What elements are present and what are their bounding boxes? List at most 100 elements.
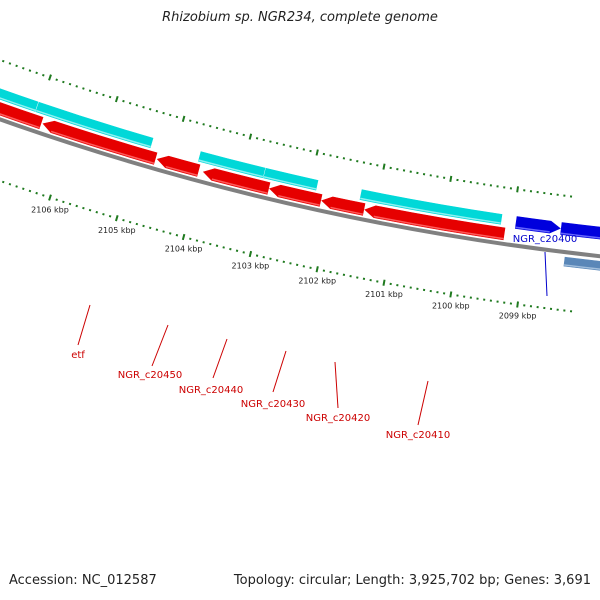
minor-tick (162, 111, 165, 115)
minor-tick (102, 93, 105, 97)
major-tick (449, 175, 453, 182)
accession-text: Accession: NC_012587 (9, 573, 157, 588)
callout-line (272, 350, 287, 393)
major-tick (315, 266, 319, 273)
minor-tick (175, 233, 179, 237)
minor-tick (142, 105, 145, 109)
gene-box-blue-2[interactable] (560, 222, 600, 241)
gene-arrow-blue-1[interactable] (514, 216, 561, 234)
gene-label-ngr_c20400[interactable]: NGR_c20400 (513, 234, 578, 245)
gene-callouts: etfNGR_c20450NGR_c20440NGR_c20430NGR_c20… (71, 234, 577, 441)
gene-label-ngr_c20420[interactable]: NGR_c20420 (306, 413, 371, 424)
gene-box-rev-5[interactable] (359, 189, 503, 225)
callout-line (544, 251, 548, 297)
minor-tick (75, 85, 78, 88)
minor-tick (68, 202, 72, 206)
ruler-label: 2105 kbp (98, 226, 136, 235)
ruler-label: 2101 kbp (365, 290, 403, 299)
minor-tick (22, 66, 25, 70)
ruler-label: 2102 kbp (298, 277, 336, 286)
backbone-arc (0, 117, 600, 259)
gene-label-ngr_c20410[interactable]: NGR_c20410 (386, 430, 451, 441)
minor-tick (209, 124, 212, 128)
minor-tick (155, 109, 159, 113)
gene-box-rev-3[interactable] (198, 151, 266, 179)
gene-arrow-fwd-1[interactable] (0, 102, 44, 130)
major-tick (382, 279, 386, 286)
major-tick (48, 74, 52, 81)
major-tick (382, 163, 386, 170)
gene-arrow-fwd-6[interactable] (321, 196, 366, 216)
minor-tick (1, 180, 5, 184)
gene-arrow-fwd-3[interactable] (156, 155, 201, 177)
ruler-outer-ticks (1, 180, 573, 313)
minor-tick (42, 73, 45, 77)
gene-arrow-fwd-4[interactable] (202, 168, 271, 195)
gene-arrow-fwd-7[interactable] (364, 205, 506, 241)
minor-tick (108, 95, 112, 99)
minor-tick (135, 222, 139, 226)
ruler-label: 2104 kbp (165, 245, 203, 254)
minor-tick (62, 80, 65, 84)
map-title: Rhizobium sp. NGR234, complete genome (162, 10, 438, 25)
gene-label-ngr_c20440[interactable]: NGR_c20440 (179, 385, 244, 396)
minor-tick (8, 182, 12, 186)
gene-box-rev-4[interactable] (263, 167, 319, 191)
gene-label-ngr_c20430[interactable]: NGR_c20430 (241, 399, 306, 410)
minor-tick (189, 119, 192, 122)
minor-tick (122, 218, 125, 222)
major-tick (315, 149, 319, 156)
minor-tick (15, 185, 18, 188)
minor-tick (155, 228, 159, 231)
gene-features (0, 84, 600, 271)
ruler-label: 2099 kbp (499, 312, 537, 321)
minor-tick (148, 226, 152, 230)
minor-tick (22, 187, 25, 191)
minor-tick (128, 101, 132, 105)
major-tick (516, 186, 520, 193)
minor-tick (102, 212, 105, 216)
gene-box-rev-2[interactable] (35, 101, 154, 149)
major-tick (248, 133, 253, 140)
major-tick (114, 95, 119, 103)
minor-tick (128, 220, 132, 224)
minor-tick (215, 126, 219, 130)
major-tick (181, 115, 186, 122)
minor-tick (88, 208, 92, 212)
minor-tick (135, 103, 139, 107)
gene-label-etf[interactable]: etf (71, 350, 85, 361)
minor-tick (55, 198, 58, 201)
gene-label-ngr_c20450[interactable]: NGR_c20450 (118, 370, 183, 381)
gene-arrow-fwd-2[interactable] (42, 120, 158, 165)
major-tick (114, 215, 119, 222)
gene-box-steel[interactable] (563, 256, 600, 271)
minor-tick (175, 115, 179, 119)
callout-line (417, 380, 429, 426)
callout-line (151, 324, 169, 367)
minor-tick (122, 99, 125, 103)
minor-tick (169, 113, 172, 117)
minor-tick (169, 232, 172, 235)
minor-tick (1, 59, 5, 63)
minor-tick (28, 189, 32, 193)
gene-arrow-fwd-5[interactable] (269, 184, 323, 207)
minor-tick (82, 206, 85, 210)
ruler-tick-labels: 2106 kbp 2105 kbp 2104 kbp 2103 kbp 2102 kbp… (31, 205, 536, 320)
callout-line (212, 338, 228, 379)
ruler-label: 2106 kbp (31, 205, 69, 214)
major-tick (449, 291, 453, 298)
minor-tick (42, 194, 45, 197)
minor-tick (8, 62, 12, 65)
minor-tick (35, 191, 38, 195)
minor-tick (75, 204, 78, 208)
minor-tick (148, 107, 152, 111)
minor-tick (28, 69, 32, 72)
minor-tick (189, 237, 192, 241)
major-tick (516, 301, 519, 308)
gene-box-rev-1[interactable] (0, 84, 39, 112)
minor-tick (68, 82, 72, 86)
minor-tick (195, 121, 199, 124)
minor-tick (195, 239, 199, 242)
genome-backbone (0, 117, 600, 259)
